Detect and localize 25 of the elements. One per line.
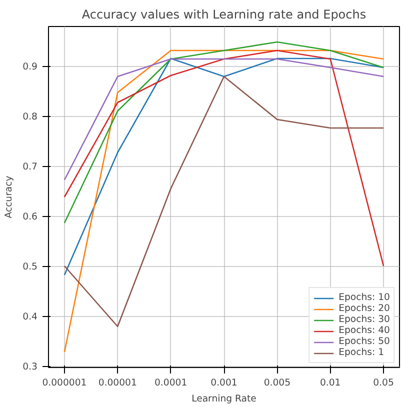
y-tick-label: 0.5: [22, 262, 38, 272]
y-tick-label: 0.9: [22, 62, 38, 72]
x-tick-label: 0.0001: [154, 378, 188, 388]
y-axis-title: Accuracy: [4, 175, 15, 218]
legend-label: Epochs: 40: [338, 325, 390, 336]
y-tick-label: 0.7: [22, 162, 38, 172]
legend-label: Epochs: 20: [338, 303, 390, 314]
line-series: [64, 58, 384, 181]
legend-label: Epochs: 30: [338, 314, 390, 325]
y-tick-label: 0.4: [22, 312, 38, 322]
legend-label: Epochs: 50: [338, 336, 390, 347]
y-tick-label: 0.8: [22, 112, 38, 122]
y-tick-label: 0.3: [22, 362, 38, 372]
x-tick-label: 0.05: [373, 378, 394, 388]
x-tick-label: 0.01: [320, 378, 341, 388]
x-tick-label: 0.000001: [42, 378, 87, 388]
x-tick-label: 0.001: [210, 378, 238, 388]
x-tick-label: 0.005: [264, 378, 291, 388]
legend-label: Epochs: 10: [338, 292, 390, 303]
legend-label: Epochs: 1: [338, 347, 384, 358]
chart-title: Accuracy values with Learning rate and Epochs: [82, 8, 366, 22]
x-axis-title: Learning Rate: [192, 394, 257, 404]
line-series: [64, 41, 384, 224]
x-tick-label: 0.00001: [98, 378, 137, 388]
y-tick-label: 0.6: [22, 212, 38, 222]
